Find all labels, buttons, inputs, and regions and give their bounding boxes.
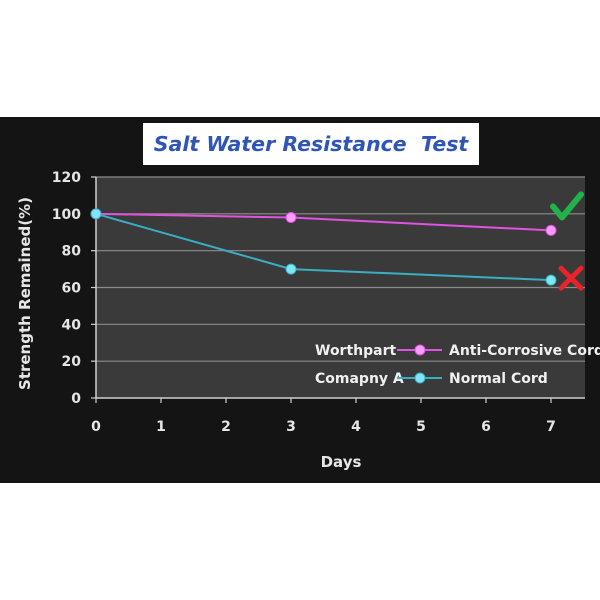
legend-marker	[414, 344, 426, 356]
y-tick-label: 20	[62, 354, 82, 370]
x-axis-label: Days	[321, 453, 362, 471]
check-mark-icon	[550, 191, 584, 221]
chart-title-box: Salt Water Resistance Test	[143, 123, 479, 165]
x-tick-label: 2	[221, 419, 231, 435]
data-point	[285, 212, 297, 224]
legend-series-name: Anti-Corrosive Cord	[449, 343, 600, 359]
data-point	[285, 263, 297, 275]
legend-series-name: Normal Cord	[449, 371, 548, 387]
legend-brand: Worthpart	[315, 343, 396, 359]
x-tick-label: 3	[286, 419, 296, 435]
y-axis-label: Strength Remained(%)	[16, 197, 34, 390]
data-point	[545, 274, 557, 286]
x-tick-label: 4	[351, 419, 361, 435]
y-tick-label: 80	[62, 244, 82, 260]
data-point	[545, 224, 557, 236]
y-tick-label: 120	[52, 170, 81, 186]
x-tick-label: 5	[416, 419, 426, 435]
y-tick-label: 60	[62, 281, 82, 297]
x-tick-label: 7	[546, 419, 556, 435]
legend-marker	[414, 372, 426, 384]
cross-mark-icon	[558, 265, 584, 291]
y-tick-label: 40	[62, 317, 82, 333]
x-tick-label: 6	[481, 419, 491, 435]
x-tick-label: 0	[91, 419, 101, 435]
data-point	[90, 208, 102, 220]
legend-brand: Comapny A	[315, 371, 404, 387]
y-tick-label: 0	[71, 391, 81, 407]
y-tick-label: 100	[52, 207, 81, 223]
x-tick-label: 1	[156, 419, 166, 435]
chart-title: Salt Water Resistance Test	[153, 132, 469, 156]
